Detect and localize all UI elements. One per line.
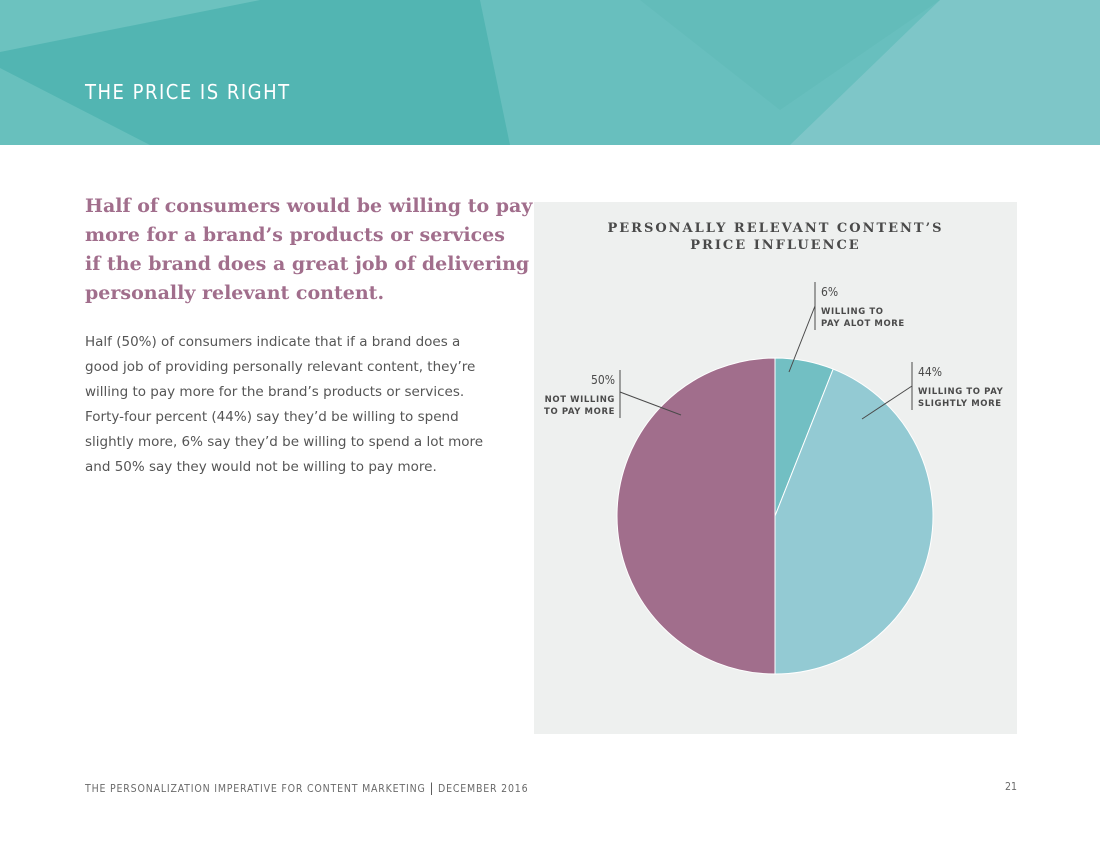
leader-line-not-willing <box>619 391 682 416</box>
pct-label-willing-slightly: 44% <box>918 365 942 379</box>
body-line: and 50% say they would not be willing to… <box>85 459 437 475</box>
body-paragraph: Half (50%) of consumers indicate that if… <box>85 330 484 480</box>
header-banner: THE PRICE IS RIGHT <box>0 0 1100 145</box>
body-line: Half (50%) of consumers indicate that if… <box>85 334 461 350</box>
slice-label-willing-alot: WILLING TO <box>821 307 884 317</box>
pie-slice-not-willing <box>616 357 776 675</box>
headline: Half of consumers would be willing to pa… <box>85 192 533 308</box>
chart-title: PERSONALLY RELEVANT CONTENT’S PRICE INFL… <box>534 220 1017 254</box>
headline-line: more for a brand’s products or services <box>85 224 505 246</box>
banner-pattern <box>0 0 1100 145</box>
pct-label-not-willing: 50% <box>591 373 615 387</box>
headline-line: personally relevant content. <box>85 282 385 304</box>
chart-title-line: PRICE INFLUENCE <box>690 238 861 253</box>
slice-label-not-willing: TO PAY MORE <box>544 407 615 417</box>
page-title: THE PRICE IS RIGHT <box>85 80 291 104</box>
leader-line-willing-alot <box>788 305 816 373</box>
body-line: Forty-four percent (44%) say they’d be w… <box>85 409 459 425</box>
chart-panel: PERSONALLY RELEVANT CONTENT’S PRICE INFL… <box>534 202 1017 734</box>
slice-label-willing-alot: PAY ALOT MORE <box>821 319 905 329</box>
pct-label-willing-alot: 6% <box>821 285 838 299</box>
leader-line-willing-slightly <box>861 385 913 420</box>
footer-separator: | <box>429 781 435 795</box>
pie-chart: 6% WILLING TO PAY ALOT MORE 44% WILLING TO P… <box>544 282 1004 675</box>
page-number: 21 <box>1004 781 1017 793</box>
chart-title-line: PERSONALLY RELEVANT CONTENT’S <box>607 221 944 236</box>
body-line: willing to pay more for the brand’s prod… <box>85 384 465 400</box>
pie-slice-willing-slightly <box>774 368 934 675</box>
body-line: slightly more, 6% say they’d be willing … <box>85 434 484 450</box>
body-line: good job of providing personally relevan… <box>85 359 476 375</box>
footer-publication: THE PERSONALIZATION IMPERATIVE FOR CONTE… <box>85 783 426 795</box>
slice-label-willing-slightly: WILLING TO PAY <box>918 387 1004 397</box>
slice-label-not-willing: NOT WILLING <box>545 395 615 405</box>
headline-line: if the brand does a great job of deliver… <box>85 253 530 275</box>
footer: THE PERSONALIZATION IMPERATIVE FOR CONTE… <box>85 781 528 795</box>
slice-label-willing-slightly: SLIGHTLY MORE <box>918 399 1002 409</box>
footer-date: DECEMBER 2016 <box>438 783 529 795</box>
headline-line: Half of consumers would be willing to pa… <box>85 195 533 217</box>
